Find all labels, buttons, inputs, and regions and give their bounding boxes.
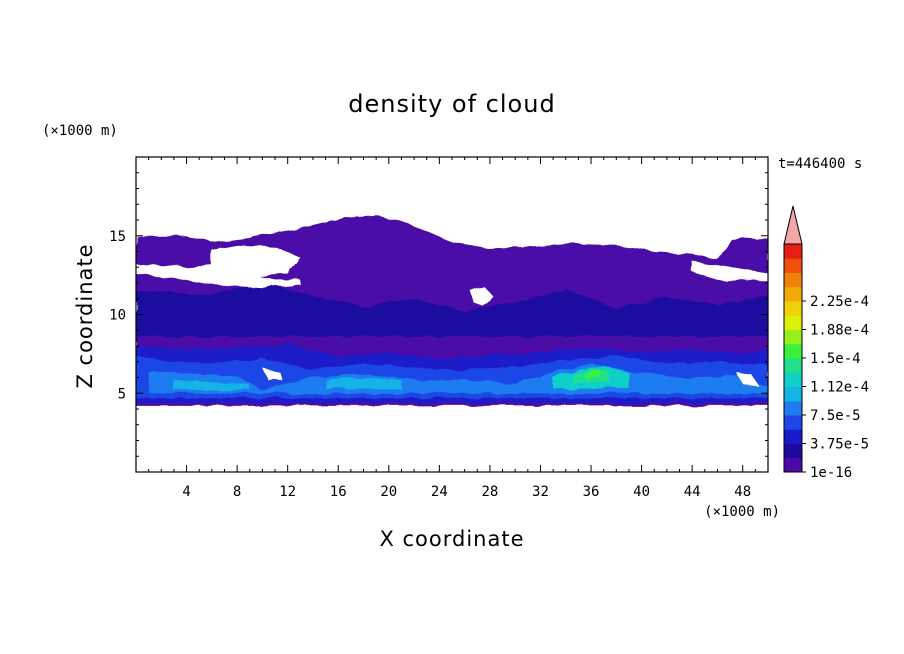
colorbar-bin — [784, 258, 802, 273]
colorbar-bin — [784, 329, 802, 345]
clear-air-gap-a — [136, 264, 301, 288]
y-tick-label: 10 — [109, 308, 126, 324]
x-tick-label: 8 — [233, 484, 241, 500]
x-tick-label: 48 — [734, 484, 751, 500]
colorbar-label: 7.5e-5 — [810, 408, 861, 424]
clear-air-gap-b — [211, 245, 301, 277]
x-axis: 4 8 12 16 20 24 28 32 36 40 44 48 — [148, 157, 756, 500]
colorbar-bin — [784, 315, 802, 330]
x-tick-label: 16 — [330, 484, 347, 500]
y-axis: 5 10 15 — [109, 172, 768, 457]
y-unit-label: (×1000 m) — [42, 123, 118, 139]
cloud-layer-level-1 — [136, 283, 768, 337]
clear-air-gap-e — [262, 368, 282, 381]
field-layers — [136, 215, 768, 406]
colorbar-bin — [784, 244, 802, 259]
colorbar-bin — [784, 272, 802, 288]
colorbar: 1e-16 3.75e-5 7.5e-5 1.12e-4 1.5e-4 1.88e-4 2.… — [783, 205, 869, 481]
clear-air-gap-c — [692, 260, 768, 282]
clear-air-gap-f — [736, 372, 758, 386]
colorbar-label: 3.75e-5 — [810, 437, 869, 453]
colorbar-label: 1.5e-4 — [810, 351, 861, 367]
x-tick-label: 20 — [380, 484, 397, 500]
x-tick-label: 40 — [633, 484, 650, 500]
colorbar-label: 1.12e-4 — [810, 380, 869, 396]
x-tick-label: 44 — [684, 484, 701, 500]
x-tick-label: 28 — [481, 484, 498, 500]
y-tick-label: 5 — [118, 386, 126, 402]
x-tick-label: 12 — [279, 484, 296, 500]
x-axis-label: X coordinate — [379, 527, 524, 551]
colorbar-bin — [784, 400, 802, 416]
colorbar-bin — [784, 343, 802, 359]
colorbar-bin — [784, 429, 802, 444]
colorbar-bin — [784, 358, 802, 373]
colorbar-bin — [784, 286, 802, 302]
colorbar-label: 2.25e-4 — [810, 294, 869, 310]
cloud-cell-a — [173, 379, 250, 391]
colorbar-bin — [784, 301, 802, 316]
density-field — [136, 215, 768, 406]
x-tick-label: 4 — [182, 484, 190, 500]
x-tick-label: 24 — [431, 484, 448, 500]
time-label: t=446400 s — [778, 156, 862, 172]
chart-title: density of cloud — [348, 90, 555, 118]
x-tick-label: 32 — [532, 484, 549, 500]
y-axis-label: Z coordinate — [73, 243, 97, 388]
x-tick-label: 36 — [583, 484, 600, 500]
clear-air-gap-d — [470, 286, 493, 307]
colorbar-bin — [784, 386, 802, 402]
y-tick-label: 15 — [109, 229, 126, 245]
colorbar-label: 1e-16 — [810, 465, 852, 481]
colorbar-bin — [784, 415, 802, 430]
colorbar-bin — [784, 443, 802, 459]
colorbar-bin — [784, 457, 802, 473]
cloud-core-level-8 — [584, 369, 604, 378]
cloud-cell-b — [325, 377, 402, 389]
colorbar-bin — [784, 372, 802, 387]
colorbar-label: 1.88e-4 — [810, 323, 869, 339]
x-unit-label: (×1000 m) — [704, 504, 780, 520]
colorbar-overflow-triangle — [783, 205, 803, 245]
